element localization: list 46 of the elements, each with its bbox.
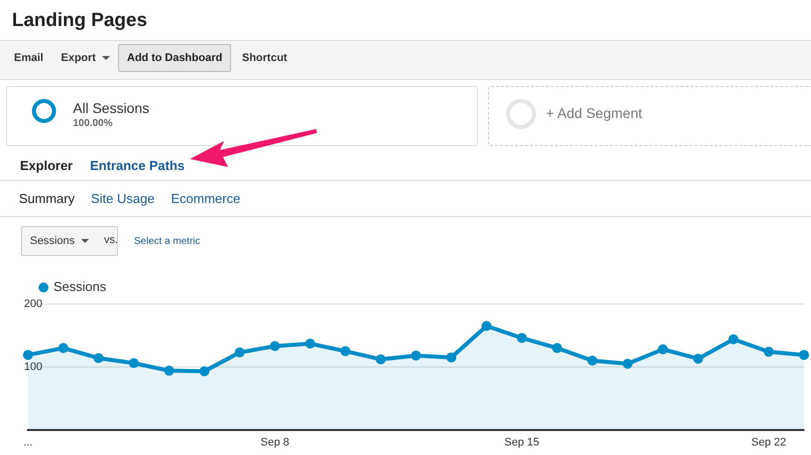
- point: [94, 353, 104, 364]
- text: Entrance Paths: [90, 158, 185, 173]
- x-tick-label: ...: [23, 436, 33, 448]
- y-tick-label: 200: [24, 298, 42, 310]
- text: Site Usage: [91, 191, 155, 206]
- point: [270, 341, 280, 352]
- chart-title: Landing Pages: [12, 10, 148, 31]
- text: 100.00%: [73, 118, 112, 129]
- legend-label: Sessions: [54, 279, 107, 294]
- text: Select a metric: [134, 236, 200, 247]
- point: [799, 350, 809, 360]
- point: [587, 356, 598, 366]
- point: [199, 366, 210, 376]
- text: Export: [61, 52, 96, 64]
- point: [482, 321, 492, 332]
- point: [305, 338, 316, 349]
- text: Email: [14, 52, 44, 64]
- text: vs.: [104, 234, 118, 246]
- text: All Sessions: [73, 100, 150, 116]
- point: [340, 346, 350, 356]
- point: [658, 344, 668, 354]
- point: [58, 343, 68, 354]
- text: Ecommerce: [171, 191, 240, 206]
- y-tick-label: 100: [24, 360, 42, 373]
- text: Add to Dashboard: [127, 52, 222, 64]
- x-tick-label: Sep 15: [504, 436, 540, 448]
- point: [446, 352, 456, 362]
- text: Summary: [19, 191, 75, 206]
- point: [234, 347, 245, 358]
- point: [728, 334, 738, 344]
- x-tick-label: Sep 22: [751, 436, 786, 448]
- point: [622, 358, 633, 369]
- text: + Add Segment: [546, 105, 642, 121]
- text: Explorer: [20, 158, 73, 173]
- point: [693, 354, 704, 364]
- text: Shortcut: [242, 52, 288, 64]
- point: [411, 350, 421, 361]
- point: [128, 358, 139, 368]
- point: [552, 343, 562, 354]
- x-tick-label: Sep 8: [260, 436, 290, 448]
- point: [23, 350, 33, 360]
- point: [764, 346, 774, 357]
- text: Sessions: [30, 235, 75, 247]
- point: [516, 332, 527, 343]
- point: [376, 354, 386, 364]
- point: [164, 366, 174, 376]
